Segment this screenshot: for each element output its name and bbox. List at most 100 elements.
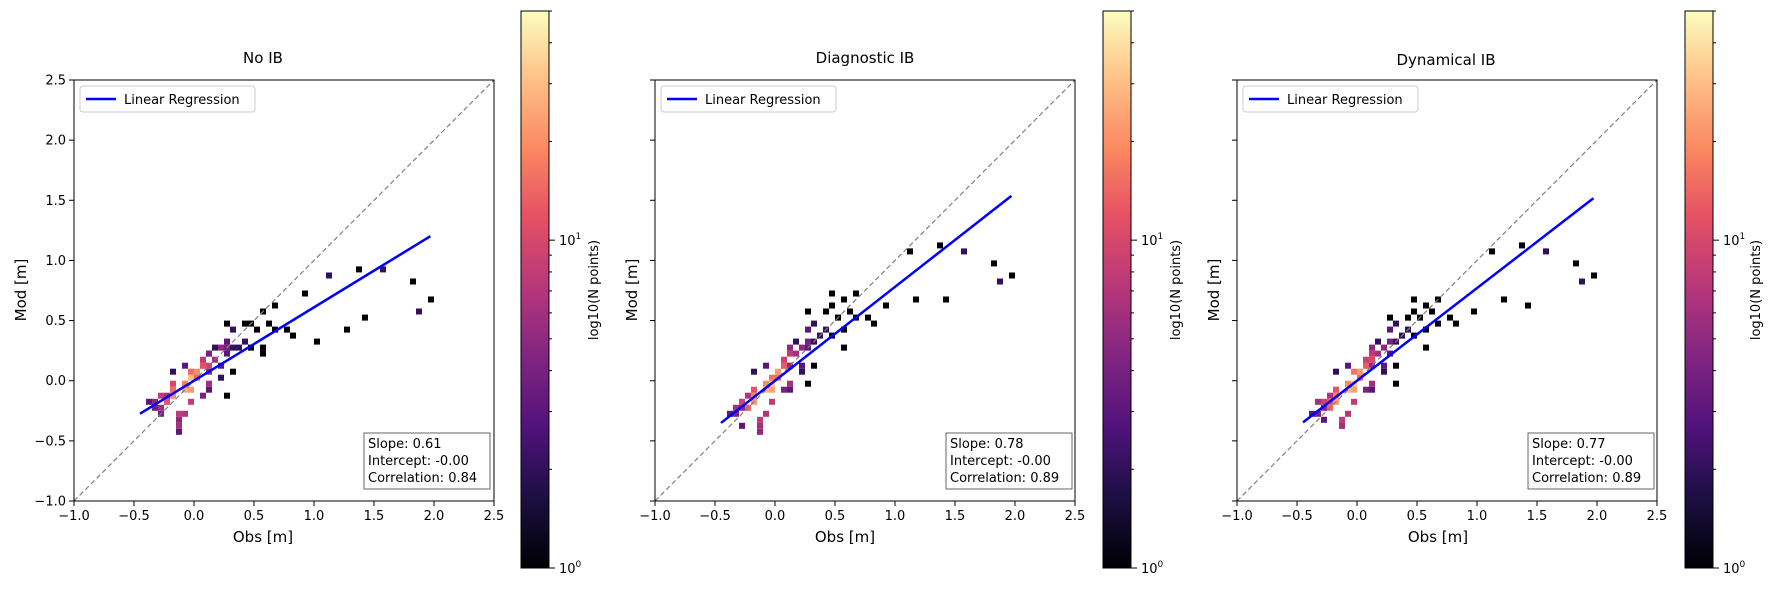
colorbar-gradient [1684,10,1714,569]
heatmap-cell [206,362,212,369]
heatmap-cell [1387,314,1393,321]
heatmap-cell [1369,356,1375,363]
heatmap-cell [823,308,829,315]
heatmap-cell [176,410,182,417]
legend-box [1242,85,1419,113]
heatmap-cell [913,296,919,303]
heatmap-cell [799,344,805,351]
heatmap-cell [793,338,799,345]
panel-no-ib: No IB −1.0 −0.5 0.0 0.5 1.0 1.5 2.0 2.5 −1.0 −0.… [12,10,602,577]
x-tick-label: 1.5 [364,509,385,524]
heatmap-cell [266,320,272,327]
heatmap-cell [416,308,422,315]
heatmap-cell [1369,380,1375,387]
heatmap-cell [170,368,176,375]
heatmap-cell [206,350,212,357]
heatmap-cell [1429,308,1435,315]
heatmap-cell [1387,350,1393,357]
x-axis-label: Obs [m] [1408,528,1468,546]
heatmap-cell [763,362,769,369]
heatmap-cell [757,416,763,423]
heatmap-cell [1363,356,1369,363]
heatmap-cell [1321,404,1327,411]
heatmap-cell [272,326,278,333]
heatmap-cell [805,338,811,345]
heatmap-cell [272,302,278,309]
heatmap-cell [380,266,386,273]
heatmap-cell [176,422,182,429]
heatmap-cell [410,278,416,285]
heatmap-cell [284,326,290,333]
x-tick-label: 0.5 [825,509,846,524]
stats-correlation: Correlation: 0.84 [368,471,477,486]
heatmap-cell [787,344,793,351]
heatmap-cell [1339,416,1345,423]
heatmap-cell [1375,350,1381,357]
x-tick-label: −1.0 [58,509,90,524]
heatmap-cell [799,368,805,375]
stats-box: Slope: 0.61 Intercept: -0.00 Correlation… [363,432,491,490]
heatmap-cell [787,350,793,357]
y-axis-ticks [650,79,655,502]
legend: Linear Regression [79,85,256,113]
heatmap-cell [224,320,230,327]
heatmap-cell [164,392,170,399]
heatmap-cell [1351,386,1357,393]
y-tick-label: 0.0 [45,374,66,389]
heatmap-cell [1363,362,1369,369]
y-axis-label: Mod [m] [623,259,641,322]
legend: Linear Regression [1242,85,1419,113]
heatmap-cell [727,410,733,417]
colorbar: 100 101 log10(N points) [1684,10,1764,577]
x-tick-label: −0.5 [1281,509,1313,524]
y-tick-label: 1.5 [45,194,66,209]
heatmap-cell [739,422,745,429]
colorbar-label: log10(N points) [1169,240,1184,340]
heatmap-cell [1351,398,1357,405]
heatmap-cell [1579,278,1585,285]
heatmap-cell [1363,386,1369,393]
heatmap-cell [188,368,194,375]
heatmap-cell [170,386,176,393]
x-tick-label: 0.5 [1407,509,1428,524]
x-tick-label: 1.0 [885,509,906,524]
heatmap-cell [152,398,158,405]
heatmap-cell [242,338,248,345]
y-axis-ticks: −1.0 −0.5 0.0 0.5 1.0 1.5 2.0 2.5 [34,74,74,510]
y-tick-label: 1.0 [45,254,66,269]
stats-correlation: Correlation: 0.89 [1532,471,1641,486]
heatmap-cell [961,248,967,255]
regression-line [139,235,432,415]
heatmap-cell [1381,344,1387,351]
heatmap-cell [1309,410,1315,417]
heatmap-cell [1357,368,1363,375]
x-tick-label: 2.5 [1647,509,1668,524]
legend: Linear Regression [660,85,837,113]
heatmap-cell [1327,392,1333,399]
colorbar: 100 101 log10(N points) [520,10,602,577]
heatmap-cell [224,338,230,345]
heatmap-cell [757,422,763,429]
identity-line [73,79,495,502]
heatmap-cell [212,356,218,363]
heatmap-cell [1423,326,1429,333]
heatmap-cell [787,362,793,369]
x-tick-label: 2.5 [484,509,505,524]
colorbar-label: log10(N points) [1749,240,1764,340]
heatmap-cell [943,296,949,303]
heatmap-cell [182,362,188,369]
heatmap-cell [1333,368,1339,375]
heatmap-cell [781,362,787,369]
heatmap-cell [1447,314,1453,321]
panel-diagnostic-ib: Diagnostic IB −1.0 −0.5 0.0 0.5 1.0 1.5 2.0 2.5… [623,10,1184,577]
heatmap-cell [188,374,194,381]
heatmap-cell [793,350,799,357]
plot-frame [1236,79,1658,502]
heatmap-cell [997,278,1003,285]
x-tick-label: 0.0 [184,509,205,524]
heatmap-cell [769,398,775,405]
heatmap-cell [1543,248,1549,255]
heatmap-cell [1333,386,1339,393]
heatmap-cell [1321,416,1327,423]
heatmap-cell [799,362,805,369]
